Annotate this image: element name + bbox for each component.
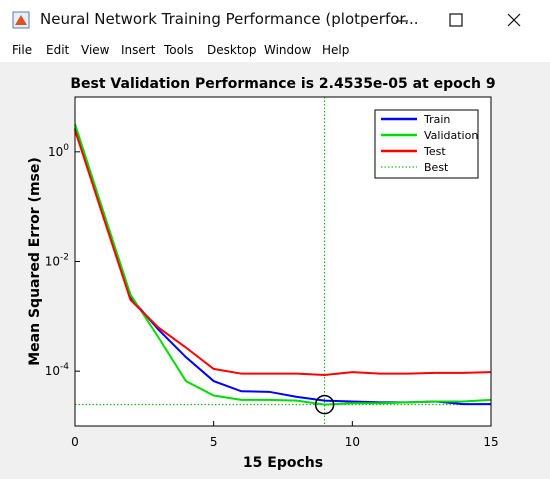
legend-label: Test [423,145,446,158]
y-tick-label: 100 [48,143,69,159]
menu-item[interactable]: Help [322,43,350,57]
y-tick-label: 10-4 [45,362,70,378]
series-line [74,129,492,377]
legend-label: Best [424,161,449,174]
window-title: Neural Network Training Performance (plo… [40,10,419,28]
chart-title: Best Validation Performance is 2.4535e-0… [70,76,495,92]
axes-box [74,96,492,427]
menu-item[interactable]: Edit [46,43,70,57]
x-tick-label: 15 [483,435,498,449]
chart: Best Validation Performance is 2.4535e-0… [27,76,499,471]
x-tick-label: 10 [345,435,360,449]
window-controls [396,13,521,27]
menu-item[interactable]: Tools [164,43,194,57]
legend-label: Train [423,113,450,126]
series-line [74,123,492,406]
best-marker [314,394,335,415]
legend-label: Validation [424,129,478,142]
menu-item[interactable]: Window [264,43,312,57]
menu-item[interactable]: View [81,43,110,57]
y-tick-label: 10-2 [45,253,69,269]
menu-bar: File Edit View Insert Tools Desktop Window Help [0,40,550,62]
menu-item[interactable]: Insert [121,43,156,57]
figure: Best Validation Performance is 2.4535e-0… [0,62,550,479]
x-tick-label: 0 [71,435,79,449]
close-button[interactable] [507,13,521,27]
x-axis-label: 15 Epochs [243,455,323,471]
menu-item[interactable]: File [12,43,33,57]
app-icon [12,11,30,29]
maximize-button[interactable] [449,13,463,27]
title-bar: Neural Network Training Performance (plo… [0,0,550,40]
x-tick-label: 5 [210,435,218,449]
menu-item[interactable]: Desktop [207,43,257,57]
y-axis-label: Mean Squared Error (mse) [27,157,43,366]
